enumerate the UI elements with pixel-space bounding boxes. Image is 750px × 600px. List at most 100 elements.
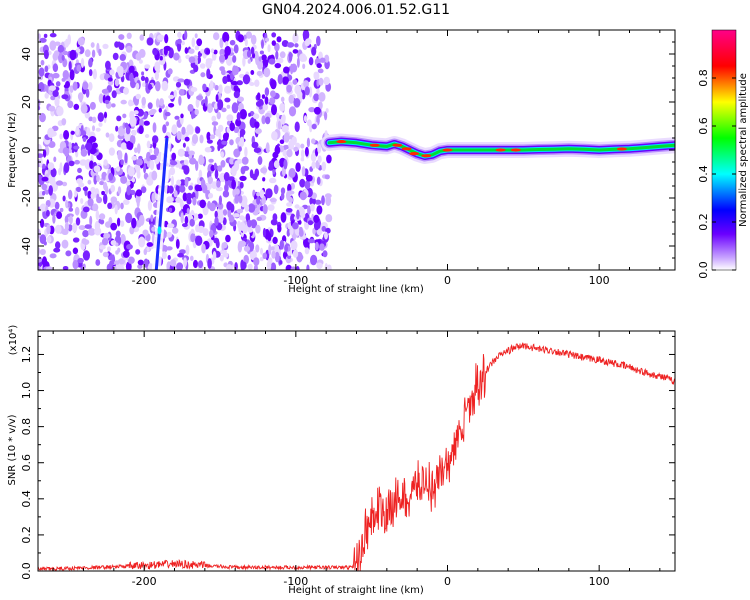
noise-blob: [88, 69, 93, 77]
noise-blob: [208, 192, 214, 199]
colorbar-tick-label: 0.4: [697, 165, 710, 183]
noise-blob: [316, 176, 321, 185]
noise-blob: [204, 95, 208, 107]
noise-blob: [174, 115, 180, 120]
noise-blob: [246, 50, 252, 58]
noise-blob: [254, 128, 262, 135]
noise-blob: [180, 40, 185, 46]
noise-blob: [307, 205, 311, 215]
noise-blob: [102, 43, 109, 50]
noise-blob: [147, 200, 152, 212]
noise-blob: [299, 191, 307, 201]
noise-blob: [54, 41, 61, 46]
noise-blob: [213, 237, 220, 244]
noise-blob: [82, 137, 87, 142]
noise-blob: [73, 145, 80, 150]
noise-blob: [307, 220, 314, 226]
noise-blob: [68, 207, 74, 212]
noise-blob: [77, 37, 85, 46]
noise-blob: [122, 113, 127, 119]
noise-blob: [197, 225, 205, 233]
noise-blob: [74, 189, 78, 198]
noise-blob: [42, 190, 46, 196]
noise-blob: [176, 130, 182, 141]
noise-blob: [57, 44, 65, 53]
noise-blob: [193, 64, 199, 73]
noise-blob: [254, 121, 260, 129]
y-tick-label: -40: [20, 237, 33, 255]
noise-blob: [259, 189, 265, 199]
noise-blob: [117, 258, 126, 265]
noise-blob: [82, 102, 87, 112]
noise-blob: [211, 115, 217, 122]
ridge-peak: [442, 148, 453, 152]
noise-blob: [239, 175, 247, 181]
noise-blob: [76, 178, 83, 185]
noise-blob: [138, 59, 143, 64]
noise-blob: [167, 68, 173, 75]
noise-blob: [206, 68, 211, 79]
noise-blob: [243, 245, 251, 252]
noise-blob: [173, 52, 180, 61]
noise-blob: [231, 179, 237, 190]
noise-blob: [149, 154, 157, 160]
noise-blob: [38, 105, 41, 111]
noise-blob: [244, 38, 248, 47]
noise-blob: [92, 125, 95, 132]
noise-blob: [120, 142, 127, 150]
x-tick-label: -200: [132, 274, 157, 287]
noise-blob: [306, 137, 310, 148]
noise-blob: [168, 207, 173, 213]
noise-blob: [50, 167, 57, 178]
noise-blob: [201, 243, 206, 254]
noise-blob: [232, 213, 240, 218]
noise-blob: [194, 33, 198, 39]
noise-blob: [75, 125, 80, 136]
noise-blob: [308, 57, 314, 66]
noise-blob: [116, 115, 122, 122]
noise-blob: [262, 252, 268, 259]
noise-blob: [131, 129, 137, 136]
noise-blob: [82, 230, 89, 238]
noise-blob: [218, 84, 223, 94]
noise-blob: [221, 140, 228, 145]
noise-blob: [279, 260, 283, 265]
noise-blob: [94, 227, 102, 236]
noise-blob: [87, 198, 94, 207]
noise-blob: [271, 40, 276, 46]
noise-blob: [68, 224, 72, 232]
noise-blob: [232, 55, 237, 63]
noise-blob: [214, 169, 219, 180]
noise-blob: [183, 78, 191, 86]
noise-blob: [214, 84, 219, 91]
noise-blob: [115, 125, 119, 132]
noise-blob: [240, 166, 246, 175]
noise-blob: [137, 143, 141, 154]
noise-blob: [47, 127, 55, 138]
noise-blob: [117, 41, 121, 47]
noise-blob: [288, 168, 296, 178]
noise-blob: [49, 253, 57, 259]
noise-blob: [147, 263, 154, 270]
noise-blob: [229, 39, 236, 46]
noise-blob: [215, 186, 223, 192]
noise-blob: [78, 46, 85, 55]
noise-blob: [260, 247, 263, 255]
noise-blob: [143, 248, 148, 256]
noise-blob: [80, 125, 84, 135]
noise-blob: [118, 34, 125, 40]
noise-blob: [294, 204, 300, 209]
noise-blob: [154, 71, 159, 81]
noise-blob: [48, 185, 53, 196]
noise-blob: [181, 165, 189, 170]
spectrogram-y-axis-label: Frequency (Hz): [7, 112, 18, 188]
noise-blob: [143, 258, 149, 268]
noise-blob: [212, 251, 217, 260]
noise-blob: [225, 132, 229, 139]
noise-blob: [323, 76, 331, 86]
spectrogram-x-ticks: -200 -100 0 100: [52, 30, 661, 287]
noise-blob: [176, 262, 184, 270]
noise-blob: [292, 49, 299, 54]
noise-blob: [80, 148, 88, 157]
noise-blob: [82, 81, 89, 90]
